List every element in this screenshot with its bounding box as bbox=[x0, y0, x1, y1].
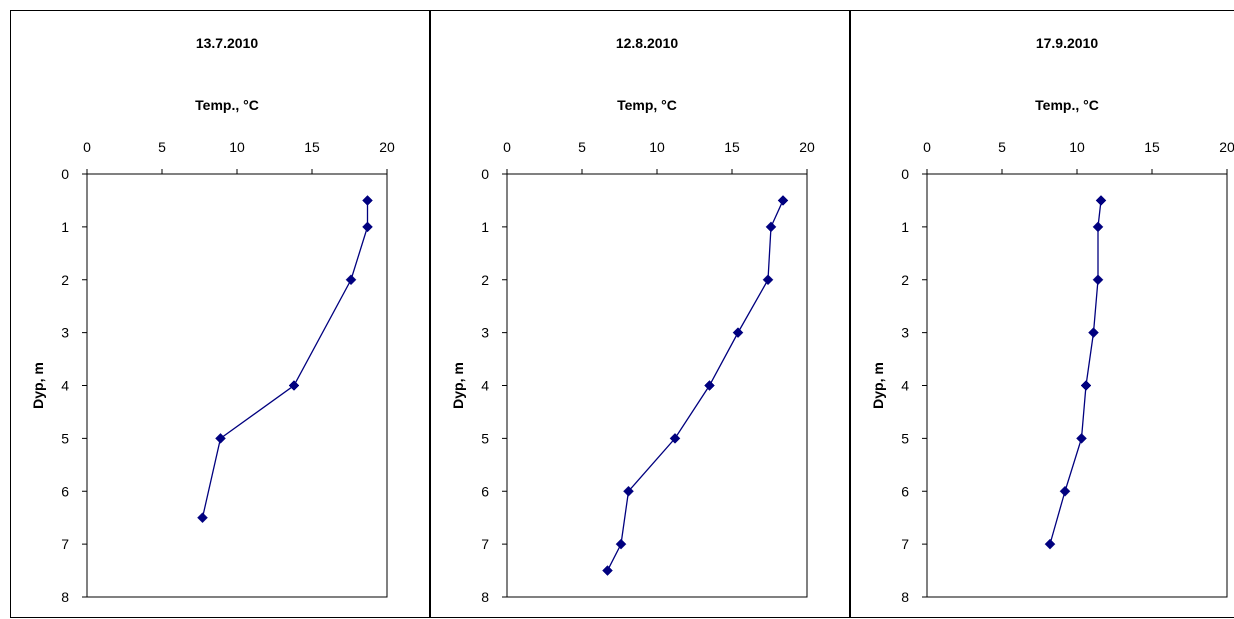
plot-area bbox=[506, 173, 808, 598]
data-point-marker bbox=[1088, 327, 1099, 338]
y-tick-label: 6 bbox=[901, 483, 909, 499]
y-tick-label: 3 bbox=[901, 325, 909, 341]
x-tick-label: 0 bbox=[503, 139, 511, 155]
y-tick-label: 2 bbox=[481, 272, 489, 288]
data-point-marker bbox=[1059, 485, 1071, 497]
y-tick-label: 7 bbox=[901, 536, 909, 552]
plot-area bbox=[926, 173, 1228, 598]
x-tick-label: 20 bbox=[379, 139, 395, 155]
data-point-marker bbox=[288, 380, 300, 391]
x-tick-label: 0 bbox=[83, 139, 91, 155]
data-point-marker bbox=[777, 195, 789, 206]
chart-panel-1: 13.7.2010 Temp., °C Dyp, m 0 5 10 15 20 0 1 2 3 4 5 6 7… bbox=[10, 10, 430, 618]
y-tick-label: 1 bbox=[61, 219, 69, 235]
chart-title: 17.9.2010 bbox=[1036, 35, 1098, 51]
x-tick-label: 20 bbox=[799, 139, 815, 155]
x-axis-label: Temp., °C bbox=[195, 97, 259, 113]
y-tick-label: 4 bbox=[901, 378, 909, 394]
y-tick-label: 3 bbox=[481, 325, 489, 341]
x-tick-label: 0 bbox=[923, 139, 931, 155]
plot-area bbox=[86, 173, 388, 598]
chart-panel-2: 12.8.2010 Temp, °C Dyp, m 0 5 10 15 20 0 1 2 3 4 5 6 7 8 bbox=[430, 10, 850, 618]
y-tick-label: 6 bbox=[481, 483, 489, 499]
data-point-marker bbox=[704, 380, 715, 391]
y-tick-label: 3 bbox=[61, 325, 69, 341]
y-tick-label: 0 bbox=[481, 166, 489, 182]
data-point-marker bbox=[197, 512, 208, 524]
x-tick-label: 10 bbox=[229, 139, 245, 155]
x-tick-label: 15 bbox=[1144, 139, 1160, 155]
y-tick-label: 5 bbox=[901, 430, 909, 446]
data-point-marker bbox=[765, 221, 777, 233]
data-point-marker bbox=[602, 565, 613, 576]
data-point-marker bbox=[623, 485, 634, 497]
chart-title: 13.7.2010 bbox=[196, 35, 258, 51]
y-tick-label: 0 bbox=[61, 166, 69, 182]
chart-svg-2: 12.8.2010 Temp, °C Dyp, m 0 5 10 15 20 0 1 2 3 4 5 6 7 8 bbox=[450, 35, 815, 605]
x-tick-label: 20 bbox=[1219, 139, 1234, 155]
y-tick-label: 8 bbox=[481, 589, 489, 605]
data-point-marker bbox=[215, 433, 226, 444]
y-axis-label: Dyp, m bbox=[30, 362, 46, 409]
x-axis-label: Temp, °C bbox=[617, 97, 677, 113]
data-point-marker bbox=[345, 274, 357, 286]
data-point-marker bbox=[669, 433, 681, 444]
y-tick-label: 0 bbox=[901, 166, 909, 182]
chart-title: 12.8.2010 bbox=[616, 35, 678, 51]
data-point-marker bbox=[1092, 221, 1104, 233]
y-tick-label: 7 bbox=[481, 536, 489, 552]
series-line bbox=[1049, 200, 1102, 545]
data-point-marker bbox=[615, 538, 627, 550]
y-tick-label: 8 bbox=[901, 589, 909, 605]
y-tick-label: 4 bbox=[481, 378, 489, 394]
chart-svg-3: 17.9.2010 Temp., °C Dyp, m 0 5 10 15 20 0 1 2 3 4 5 6 7… bbox=[870, 35, 1234, 605]
data-point-marker bbox=[1044, 538, 1056, 550]
y-tick-label: 5 bbox=[61, 430, 69, 446]
y-tick-label: 1 bbox=[901, 219, 909, 235]
y-tick-label: 5 bbox=[481, 430, 489, 446]
data-point-marker bbox=[1092, 274, 1104, 286]
y-tick-label: 4 bbox=[61, 378, 69, 394]
chart-panel-3: 17.9.2010 Temp., °C Dyp, m 0 5 10 15 20 0 1 2 3 4 5 6 7… bbox=[850, 10, 1234, 618]
y-tick-label: 1 bbox=[481, 219, 489, 235]
x-tick-label: 15 bbox=[304, 139, 320, 155]
series-line bbox=[201, 200, 369, 518]
x-tick-label: 10 bbox=[1069, 139, 1085, 155]
series-line bbox=[606, 200, 784, 571]
x-tick-label: 10 bbox=[649, 139, 665, 155]
data-point-marker bbox=[1076, 433, 1087, 444]
x-tick-label: 5 bbox=[158, 139, 166, 155]
y-axis-label: Dyp, m bbox=[870, 362, 886, 409]
data-point-marker bbox=[732, 327, 744, 338]
chart-svg-1: 13.7.2010 Temp., °C Dyp, m 0 5 10 15 20 0 1 2 3 4 5 6 7… bbox=[30, 35, 395, 605]
data-point-marker bbox=[1095, 195, 1107, 206]
y-tick-label: 6 bbox=[61, 483, 69, 499]
data-point-marker bbox=[762, 274, 774, 286]
x-tick-label: 15 bbox=[724, 139, 740, 155]
data-point-marker bbox=[1080, 380, 1092, 391]
y-axis-label: Dyp, m bbox=[450, 362, 466, 409]
data-point-marker bbox=[362, 195, 373, 206]
data-point-marker bbox=[362, 221, 373, 233]
x-tick-label: 5 bbox=[578, 139, 586, 155]
y-tick-label: 2 bbox=[61, 272, 69, 288]
x-axis-label: Temp., °C bbox=[1035, 97, 1099, 113]
y-tick-label: 8 bbox=[61, 589, 69, 605]
x-tick-label: 5 bbox=[998, 139, 1006, 155]
y-tick-label: 2 bbox=[901, 272, 909, 288]
y-tick-label: 7 bbox=[61, 536, 69, 552]
